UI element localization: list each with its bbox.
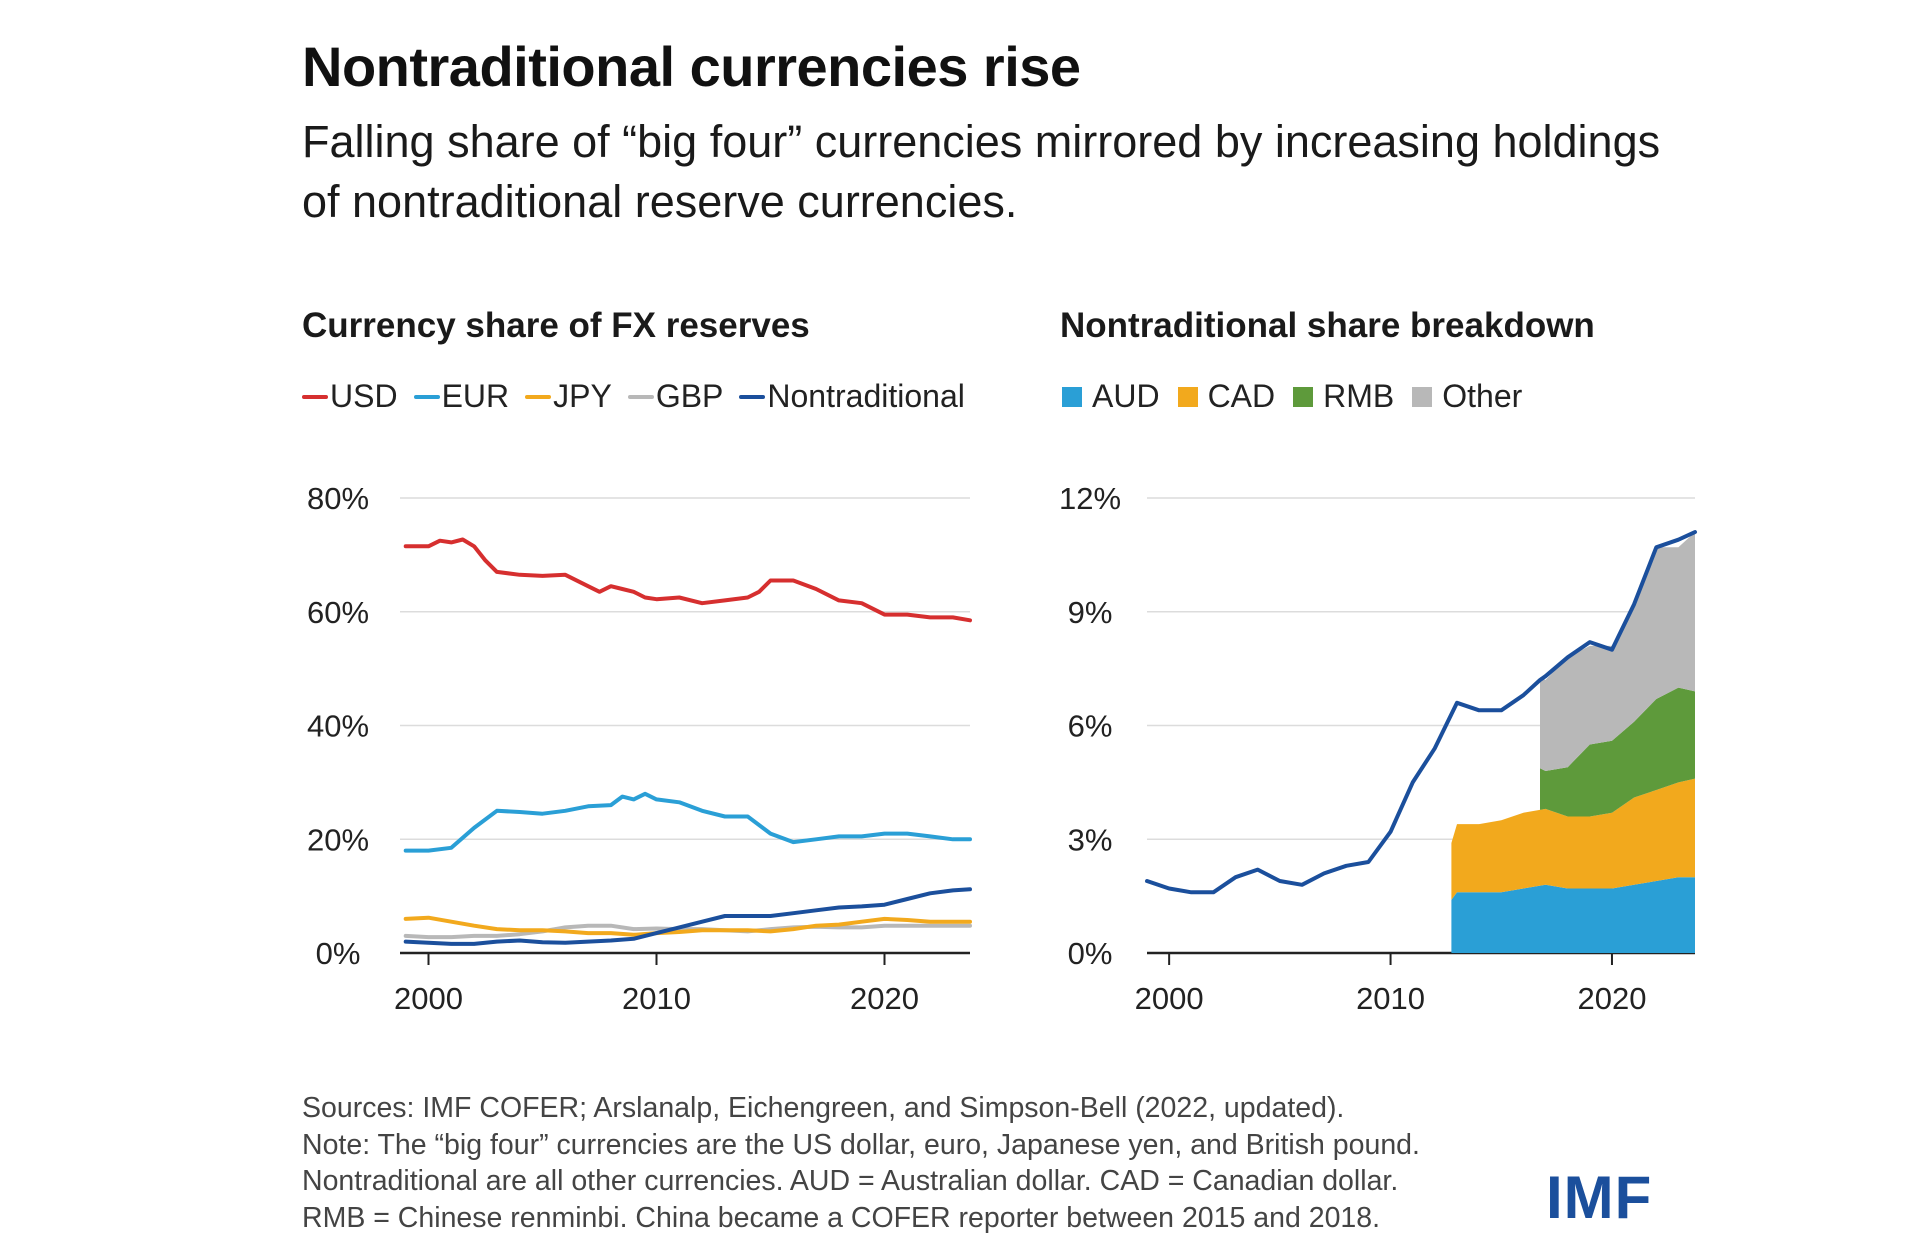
series-line-usd bbox=[403, 537, 972, 623]
legend-swatch bbox=[1293, 386, 1314, 407]
legend-swatch bbox=[302, 394, 328, 399]
legend-swatch bbox=[413, 394, 440, 399]
legend-swatch bbox=[1177, 386, 1198, 407]
right-legend: AUD CAD RMB Other bbox=[1062, 378, 1538, 415]
page-title: Nontraditional currencies rise bbox=[302, 35, 1081, 98]
legend-item-gbp: GBP bbox=[627, 378, 724, 415]
series-line-nontraditional bbox=[403, 887, 972, 946]
y-tick-label: 20% bbox=[307, 822, 369, 857]
series-line-gbp bbox=[403, 923, 972, 940]
legend-label: GBP bbox=[655, 378, 724, 414]
legend-item-rmb: RMB bbox=[1293, 378, 1394, 415]
x-tick-label: 2010 bbox=[1356, 981, 1425, 1016]
y-tick-label: 0% bbox=[1068, 936, 1113, 971]
x-tick-label: 2000 bbox=[1135, 981, 1204, 1016]
legend-item-cad: CAD bbox=[1177, 378, 1276, 415]
legend-item-eur: EUR bbox=[413, 378, 510, 415]
note-line: RMB = Chinese renminbi. China became a C… bbox=[302, 1201, 1381, 1234]
note-line: Nontraditional are all other currencies.… bbox=[302, 1165, 1399, 1197]
legend-swatch bbox=[1412, 386, 1433, 407]
legend-swatch bbox=[627, 394, 654, 399]
imf-logo: IMF bbox=[1546, 1164, 1653, 1231]
y-tick-label: 80% bbox=[307, 481, 369, 516]
legend-swatch bbox=[525, 394, 552, 399]
legend-label: USD bbox=[330, 378, 398, 414]
y-tick-label: 3% bbox=[1068, 822, 1113, 857]
legend-swatch bbox=[1062, 386, 1082, 407]
page-subtitle: Falling share of “big four” currencies m… bbox=[302, 116, 1661, 227]
legend-item-aud: AUD bbox=[1062, 378, 1160, 415]
legend-label: EUR bbox=[441, 378, 510, 414]
x-tick-label: 2020 bbox=[1577, 981, 1646, 1016]
y-tick-label: 9% bbox=[1068, 595, 1113, 630]
y-tick-label: 0% bbox=[316, 936, 361, 971]
legend-label: RMB bbox=[1323, 378, 1395, 414]
series-line-eur bbox=[403, 791, 972, 853]
x-tick-label: 2020 bbox=[850, 981, 919, 1016]
left-legend: USD EUR JPY GBP Nontraditional bbox=[302, 378, 981, 415]
legend-label: Nontraditional bbox=[767, 378, 965, 414]
legend-label: Other bbox=[1442, 378, 1523, 414]
legend-label: AUD bbox=[1092, 378, 1160, 414]
series-line-jpy bbox=[403, 915, 972, 937]
x-tick-label: 2000 bbox=[394, 981, 463, 1016]
left-chart: 0% 20% 40% 60% 80% 2000 2010 2020 bbox=[307, 481, 972, 1016]
y-tick-label: 6% bbox=[1068, 709, 1113, 744]
right-panel-title: Nontraditional share breakdown bbox=[1060, 306, 1595, 345]
area-aud bbox=[1451, 877, 1695, 953]
y-tick-label: 60% bbox=[307, 595, 369, 630]
legend-label: CAD bbox=[1207, 378, 1276, 414]
area-other bbox=[1540, 532, 1695, 771]
note-line: Note: The “big four” currencies are the … bbox=[302, 1128, 1420, 1161]
legend-item-other: Other bbox=[1412, 378, 1522, 415]
legend-item-jpy: JPY bbox=[525, 378, 612, 415]
legend-item-nontraditional: Nontraditional bbox=[739, 378, 965, 415]
left-panel-title: Currency share of FX reserves bbox=[302, 306, 810, 345]
right-chart: 0% 3% 6% 9% 12% 2000 2010 2020 bbox=[1059, 481, 1697, 1016]
source-notes: Sources: IMF COFER; Arslanalp, Eichengre… bbox=[302, 1090, 1542, 1236]
x-tick-label: 2010 bbox=[622, 981, 691, 1016]
area-rmb bbox=[1540, 687, 1695, 817]
total-nontraditional-line bbox=[1145, 530, 1697, 895]
y-tick-label: 12% bbox=[1059, 481, 1121, 516]
legend-item-usd: USD bbox=[302, 378, 398, 415]
note-line: Sources: IMF COFER; Arslanalp, Eichengre… bbox=[302, 1092, 1345, 1124]
y-tick-label: 40% bbox=[307, 709, 369, 744]
legend-label: JPY bbox=[553, 378, 612, 414]
legend-swatch bbox=[739, 394, 766, 399]
area-cad bbox=[1451, 778, 1695, 900]
